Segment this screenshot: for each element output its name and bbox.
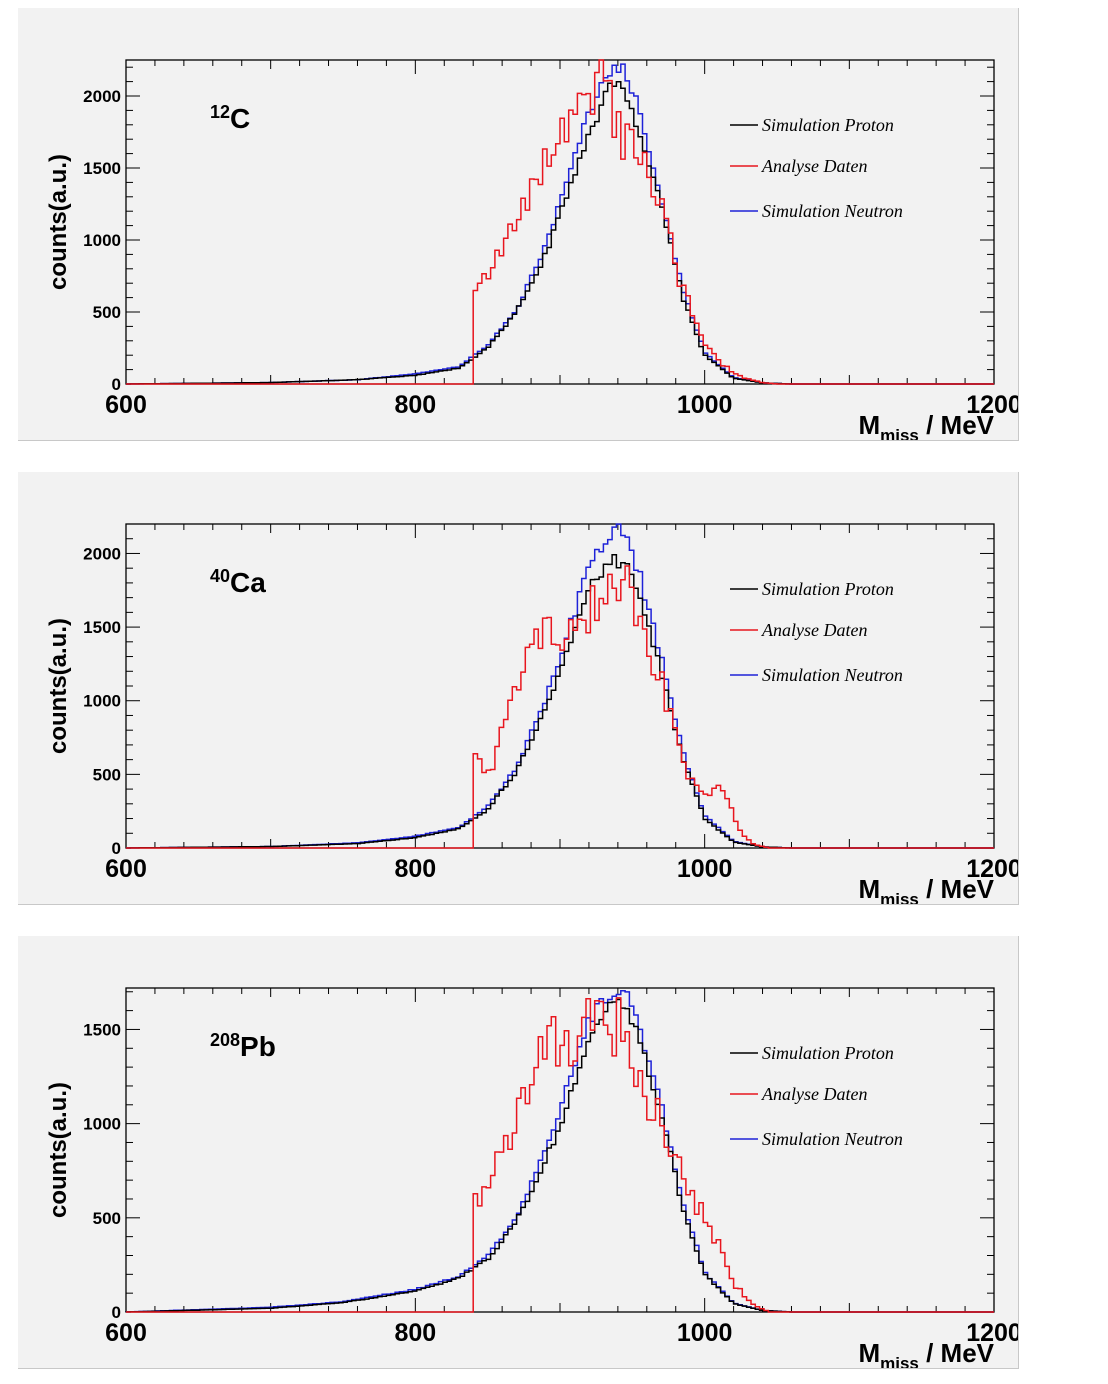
y-tick-label: 2000 bbox=[83, 544, 121, 563]
y-tick-label: 0 bbox=[112, 1303, 121, 1322]
y-tick-label: 1000 bbox=[83, 231, 121, 250]
histogram-analyse-daten bbox=[126, 60, 994, 384]
y-tick-label: 500 bbox=[93, 765, 121, 784]
nucleus-label: 12C bbox=[210, 102, 250, 134]
x-axis-subscript: miss bbox=[880, 890, 919, 904]
plot-frame bbox=[126, 60, 994, 384]
nucleus-label: 208Pb bbox=[210, 1030, 276, 1062]
y-axis-title: counts(a.u.) bbox=[45, 1082, 72, 1218]
nucleus-label: 40Ca bbox=[210, 566, 266, 598]
histogram-panel-carbon: 600 800 1000 1200 0 500 1000 1500 2000 Simulation… bbox=[18, 8, 1019, 441]
histogram-panel-lead: 600 800 1000 1200 0 500 1000 1500 Simulation Pro… bbox=[18, 936, 1019, 1369]
y-tick-label: 500 bbox=[93, 303, 121, 322]
x-axis-subscript: miss bbox=[880, 426, 919, 440]
nucleus-mass-number: 12 bbox=[210, 102, 230, 122]
y-tick-label: 1500 bbox=[83, 618, 121, 637]
x-axis-subscript: miss bbox=[880, 1354, 919, 1368]
x-tick-label: 800 bbox=[394, 391, 436, 419]
x-tick-label: 600 bbox=[105, 391, 147, 419]
nucleus-mass-number: 208 bbox=[210, 1030, 240, 1050]
x-axis-symbol: M bbox=[858, 410, 880, 440]
legend-label: Simulation Neutron bbox=[762, 665, 903, 685]
y-axis-title: counts(a.u.) bbox=[45, 154, 72, 290]
legend-label: Analyse Daten bbox=[761, 156, 867, 176]
x-tick-label: 1000 bbox=[677, 391, 733, 419]
y-tick-label: 500 bbox=[93, 1209, 121, 1228]
x-axis-unit: / MeV bbox=[919, 1338, 995, 1368]
legend-label: Simulation Proton bbox=[762, 115, 894, 135]
y-tick-label: 0 bbox=[112, 839, 121, 858]
nucleus-symbol: Pb bbox=[240, 1031, 276, 1062]
x-tick-label: 600 bbox=[105, 1319, 147, 1347]
histogram-chart: 600 800 1000 12000500100015002000Simulation… bbox=[18, 472, 1018, 904]
tick-marks bbox=[126, 60, 994, 384]
legend-label: Simulation Neutron bbox=[762, 1129, 903, 1149]
y-tick-label: 1000 bbox=[83, 1115, 121, 1134]
nucleus-symbol: Ca bbox=[230, 567, 266, 598]
x-tick-label: 800 bbox=[394, 1319, 436, 1347]
y-tick-label: 2000 bbox=[83, 87, 121, 106]
y-tick-label: 1000 bbox=[83, 692, 121, 711]
histogram-chart: 600 800 1000 12000500100015002000Simulation… bbox=[18, 8, 1018, 440]
nucleus-symbol: C bbox=[230, 103, 250, 134]
legend-label: Simulation Neutron bbox=[762, 201, 903, 221]
legend-label: Analyse Daten bbox=[761, 620, 867, 640]
x-axis-title: Mmiss / MeV bbox=[858, 1338, 994, 1368]
histogram-panel-calcium: 600 800 1000 1200 0 500 1000 1500 2000 Simulation… bbox=[18, 472, 1019, 905]
y-tick-label: 0 bbox=[112, 375, 121, 394]
x-tick-label: 1000 bbox=[677, 1319, 733, 1347]
x-axis-title: Mmiss / MeV bbox=[858, 410, 994, 440]
y-axis-title: counts(a.u.) bbox=[45, 618, 72, 754]
nucleus-mass-number: 40 bbox=[210, 566, 230, 586]
x-axis-unit: / MeV bbox=[919, 874, 995, 904]
legend-label: Simulation Proton bbox=[762, 579, 894, 599]
y-tick-label: 1500 bbox=[83, 159, 121, 178]
x-tick-label: 600 bbox=[105, 855, 147, 883]
x-axis-unit: / MeV bbox=[919, 410, 995, 440]
x-axis-symbol: M bbox=[858, 1338, 880, 1368]
y-tick-label: 1500 bbox=[83, 1020, 121, 1039]
histogram-analyse-daten bbox=[126, 566, 994, 848]
legend-label: Simulation Proton bbox=[762, 1043, 894, 1063]
legend-label: Analyse Daten bbox=[761, 1084, 867, 1104]
x-tick-label: 800 bbox=[394, 855, 436, 883]
histogram-simulation-neutron bbox=[126, 64, 994, 384]
x-axis-title: Mmiss / MeV bbox=[858, 874, 994, 904]
x-axis-symbol: M bbox=[858, 874, 880, 904]
x-tick-label: 1000 bbox=[677, 855, 733, 883]
